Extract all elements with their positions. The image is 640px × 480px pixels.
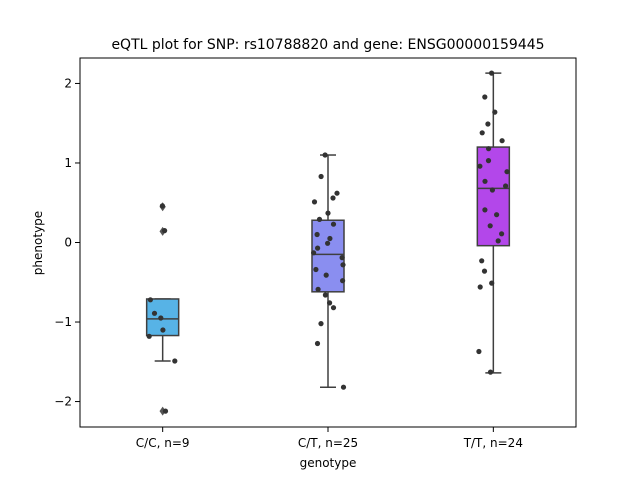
box-group-1 [145,202,180,416]
data-point [147,297,153,303]
data-point [477,284,483,290]
iqr-box [476,146,511,247]
data-point [314,340,321,347]
data-point [486,146,492,152]
data-point [340,262,346,268]
data-point [325,210,331,216]
data-point [334,190,340,196]
data-point [489,280,495,286]
y-tick-label: −2 [54,395,72,409]
data-point [314,231,320,238]
data-point [339,255,345,261]
data-point [323,272,329,278]
data-point [151,310,158,316]
data-point [162,228,168,234]
data-point [330,305,337,311]
data-point [495,238,501,244]
data-point [311,199,318,205]
data-point [494,212,500,218]
data-point [313,266,319,273]
y-tick-label: −1 [54,315,72,329]
data-point [482,94,488,100]
data-point [489,70,495,76]
data-point [477,163,483,169]
data-point [485,158,492,164]
plot-area [145,70,511,416]
data-point [487,369,494,375]
y-tick-label: 2 [64,76,72,90]
x-tick-label: C/T, n=25 [298,436,358,450]
data-point [476,348,482,355]
data-point [330,195,336,201]
data-point [479,258,485,264]
data-point [159,203,165,209]
data-point [492,109,498,115]
data-point [325,240,331,246]
data-point [340,384,347,390]
data-point [330,221,337,227]
points-group-1 [146,203,178,414]
data-point [318,321,324,327]
data-point [160,327,166,333]
axes: −2 −1 0 1 2 C/C, n=9 C/T, n=25 T/T, n=24 [54,76,523,450]
y-tick-label: 0 [64,236,72,250]
data-point [315,286,321,292]
x-tick-label: C/C, n=9 [136,436,190,450]
data-point [322,292,328,298]
data-point [504,169,510,175]
data-point [482,178,488,184]
data-point [479,130,485,136]
data-point [327,300,333,306]
data-point [316,216,323,222]
data-point [162,408,169,414]
data-point [482,207,488,213]
data-point [485,121,491,127]
x-axis-label: genotype [300,456,357,470]
data-point [487,223,493,229]
points-group-2 [311,152,347,390]
data-point [322,152,328,158]
data-point [318,173,324,180]
data-point [315,245,321,251]
points-group-3 [476,70,510,375]
data-point [146,333,152,339]
y-axis-label: phenotype [31,211,45,275]
data-point [340,278,346,284]
box-group-3 [476,72,511,374]
chart-title: eQTL plot for SNP: rs10788820 and gene: … [111,37,544,53]
data-point [327,235,333,242]
data-point [311,250,317,256]
data-point [172,358,178,364]
y-tick-label: 1 [64,156,72,170]
data-point [489,187,495,193]
data-point [481,268,488,274]
data-point [499,231,505,237]
data-point [158,315,164,321]
data-point [499,138,505,144]
x-tick-label: T/T, n=24 [463,436,523,450]
data-point [503,183,509,189]
iqr-box [311,219,345,293]
